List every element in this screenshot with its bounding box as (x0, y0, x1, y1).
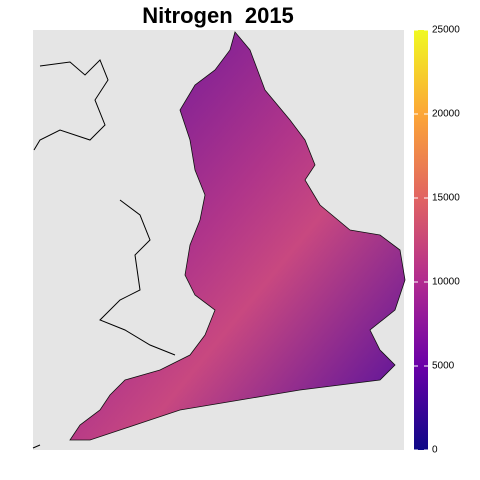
colorbar-tick-label: 20000 (432, 109, 460, 120)
colorbar-tick-label: 0 (432, 445, 438, 456)
colorbar-tick-label: 15000 (432, 193, 460, 204)
colorbar-tick-label: 5000 (432, 361, 455, 372)
england-raster (69, 31, 406, 441)
colorbar (414, 30, 428, 450)
colorbar-tick-label: 25000 (432, 25, 460, 36)
coastline (32, 59, 176, 449)
colorbar-tick-label: 10000 (432, 277, 460, 288)
map-title: Nitrogen 2015 (142, 3, 294, 28)
